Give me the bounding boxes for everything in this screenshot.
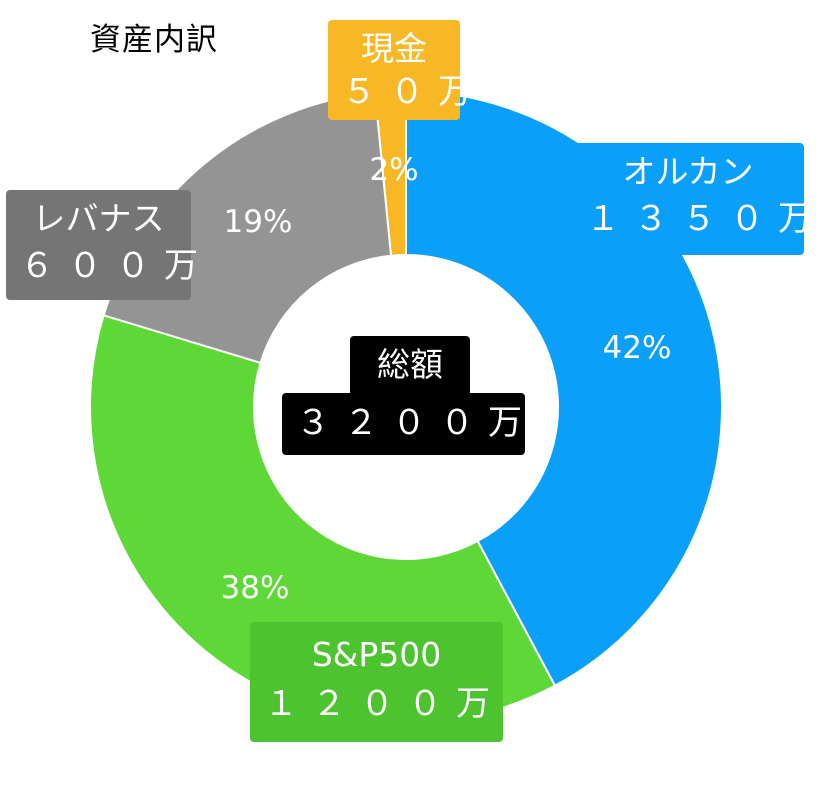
callout-sp500-name: S&P500 — [311, 635, 442, 674]
center-total-label: 総額 — [350, 336, 470, 396]
callout-levanas: レバナス ６００万 — [6, 190, 212, 300]
callout-sp500-amount: １２００万 — [264, 684, 504, 724]
callout-orukan: オルカン １３５０万 — [572, 143, 826, 255]
chart-title: 資産内訳 — [90, 22, 218, 58]
callout-cash-amount: ５０万 — [342, 72, 486, 112]
center-total-amount: ３２００万 — [296, 403, 536, 443]
pct-label-cash: 2% — [369, 152, 419, 188]
callout-cash-name: 現金 — [361, 29, 427, 68]
pct-label-levanas: 19% — [223, 204, 293, 240]
callout-orukan-amount: １３５０万 — [586, 199, 826, 239]
center-total-amount-box: ３２００万 — [282, 393, 525, 455]
callout-levanas-amount: ６００万 — [20, 246, 212, 286]
callout-levanas-name: レバナス — [32, 199, 165, 238]
callout-cash: 現金 ５０万 — [328, 20, 486, 120]
pct-label-orukan: 42% — [602, 330, 672, 366]
center-total-title: 総額 — [377, 345, 443, 384]
callout-orukan-name: オルカン — [622, 152, 754, 191]
pct-label-sp500: 38% — [220, 570, 290, 606]
callout-sp500: S&P500 １２００万 — [250, 622, 503, 742]
